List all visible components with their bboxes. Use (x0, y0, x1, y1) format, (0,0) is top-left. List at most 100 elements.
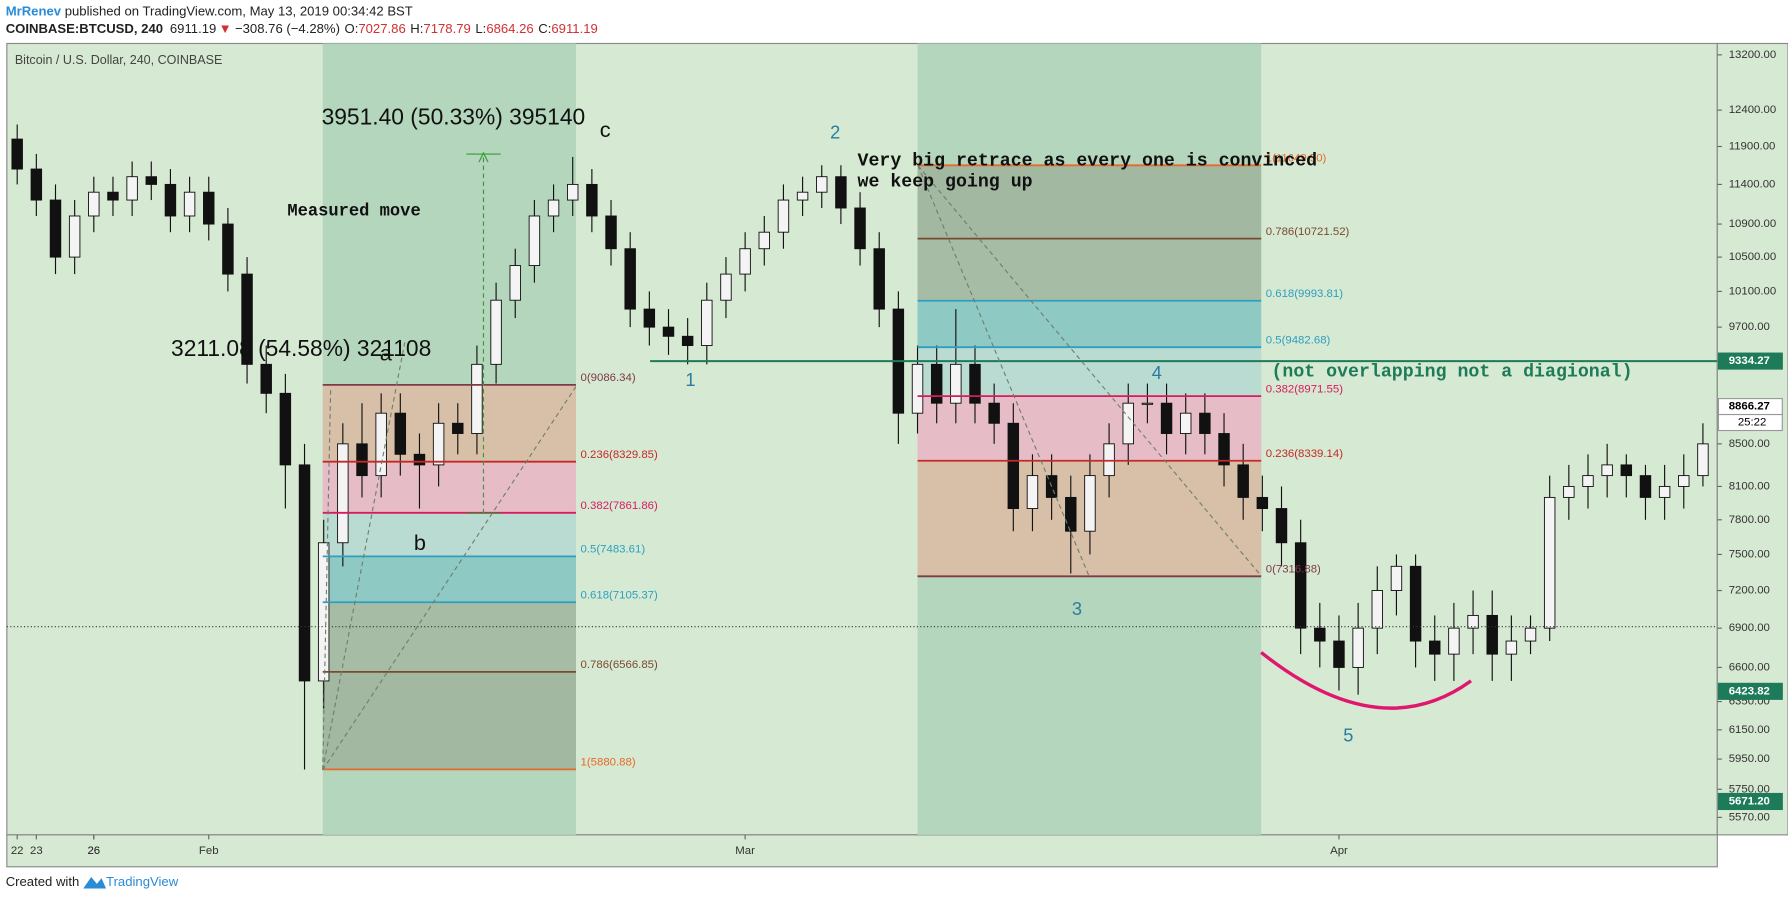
candle-body (432, 422, 445, 466)
fib-trend-line (917, 165, 1090, 577)
c-value: 6911.19 (551, 21, 597, 36)
published: published on TradingView.com, May 13, 20… (61, 4, 413, 19)
fib-label: 1(11649.50) (1266, 152, 1327, 164)
note: Very big retrace as every one is convinc… (858, 152, 1318, 172)
candle-body (279, 392, 292, 466)
fib-zone (322, 602, 576, 672)
candle-body (777, 199, 790, 233)
measure-line (322, 342, 406, 770)
measure-label: 3211.08 (54.58%) 321108 (171, 335, 431, 361)
fib-label: 0.618(9993.81) (1266, 288, 1343, 300)
candle-body (1275, 508, 1288, 544)
price-tag-label: 5671.20 (1729, 795, 1770, 807)
candle-body (222, 223, 234, 275)
drawings (322, 151, 1472, 771)
candle-body (107, 191, 119, 201)
candle-body (1390, 565, 1403, 591)
arrow: ▼ (219, 21, 232, 36)
y-tick-label: 11400.00 (1729, 178, 1776, 190)
x-tick-label: 23 (30, 845, 43, 857)
y-tick-label: 7800.00 (1729, 514, 1770, 526)
candle-body (298, 464, 311, 682)
x-tick-label: Apr (1330, 845, 1348, 857)
candle-body (1256, 496, 1269, 509)
y-tick-label: 8500.00 (1729, 438, 1770, 450)
fib-label: 0.786(10721.52) (1266, 226, 1350, 238)
candle-body (1179, 412, 1192, 434)
wave-label: b (414, 530, 426, 555)
candle-body (1084, 475, 1096, 532)
candle-body (1543, 496, 1556, 629)
y-tick-label: 7200.00 (1729, 585, 1770, 597)
candle-body (816, 176, 828, 193)
measure-label: 3951.40 (50.33%) 395140 (322, 104, 586, 130)
x-tick-label: 26 (87, 845, 100, 857)
header-line-1: MrRenev published on TradingView.com, Ma… (6, 4, 413, 19)
fib-zone (917, 165, 1262, 239)
fib-zone (322, 512, 576, 557)
candle-body (1333, 640, 1345, 668)
candle-body (1007, 422, 1020, 509)
candle-body (969, 363, 981, 404)
price-tag (1717, 352, 1783, 370)
fib-zone (322, 556, 576, 603)
candle-body (1467, 614, 1479, 629)
note: (not overlapping not a diagional) (1271, 363, 1632, 383)
candle-body (1065, 496, 1077, 532)
wave-label: 2 (830, 121, 840, 142)
candle-body (662, 326, 675, 337)
candle-body (1678, 475, 1690, 487)
fib-zone (917, 238, 1262, 301)
author[interactable]: MrRenev (6, 4, 62, 19)
candle-body (1409, 565, 1422, 642)
candle-body (930, 363, 943, 404)
countdown: 25:22 (1738, 417, 1767, 429)
axis-layer: 13200.00 12400.00 11900.00 11400.00 10900.00… (11, 49, 1783, 857)
symbol: COINBASE:BTCUSD, 240 (6, 21, 163, 36)
wave-label: 4 (1152, 362, 1162, 383)
candle-body (796, 191, 809, 201)
candle-body (1160, 402, 1173, 434)
brand[interactable]: TradingView (106, 874, 179, 889)
candle-body (1371, 590, 1384, 629)
candle-body (49, 199, 62, 258)
candle-body (1141, 402, 1154, 405)
candle-body (126, 176, 138, 201)
level-layer: 0(9086.34) 0.236(8329.85) 0.382(7861.86) 0.… (6, 152, 1718, 771)
fib-zone (322, 671, 576, 770)
candle-body (1352, 627, 1364, 668)
price-tag-label: 8866.27 (1729, 401, 1770, 413)
candle-body (375, 412, 387, 477)
candle-body (88, 191, 100, 217)
y-tick-label: 6900.00 (1729, 622, 1770, 634)
candle-body (1122, 402, 1134, 445)
wave-label: a (380, 341, 393, 366)
fib-zone (917, 300, 1262, 348)
candle-body (260, 363, 272, 394)
brand-logo (83, 877, 107, 889)
x-tick-label: 26 (87, 845, 100, 857)
candle-body (452, 422, 464, 434)
candle-body (1294, 542, 1307, 629)
fib-label: 0.786(6566.85) (581, 659, 658, 671)
wave-label: 5 (1343, 725, 1353, 746)
fib-trend-line (917, 165, 1262, 577)
candle-body (1620, 464, 1633, 477)
header-line-2: COINBASE:BTCUSD, 240 6911.19 ▼ −308.76 (−4.… (6, 21, 598, 36)
arrow-head (478, 151, 489, 163)
fib-label: 0(7316.88) (1266, 563, 1321, 575)
x-tick-label: 22 (11, 845, 24, 857)
o-value: 7027.86 (358, 21, 405, 36)
candle-body (1448, 627, 1460, 655)
fib-trend-line (322, 386, 332, 770)
c-label: C: (538, 21, 551, 36)
candle-body (68, 215, 81, 258)
y-tick-label: 6150.00 (1729, 724, 1770, 736)
candle-body (739, 248, 751, 275)
candle-body (394, 412, 407, 455)
y-tick-label: 10100.00 (1729, 285, 1777, 297)
time-axis (6, 834, 1718, 868)
candle-body (241, 273, 253, 365)
wave-label: c (600, 117, 611, 142)
candle-body (1697, 443, 1709, 477)
